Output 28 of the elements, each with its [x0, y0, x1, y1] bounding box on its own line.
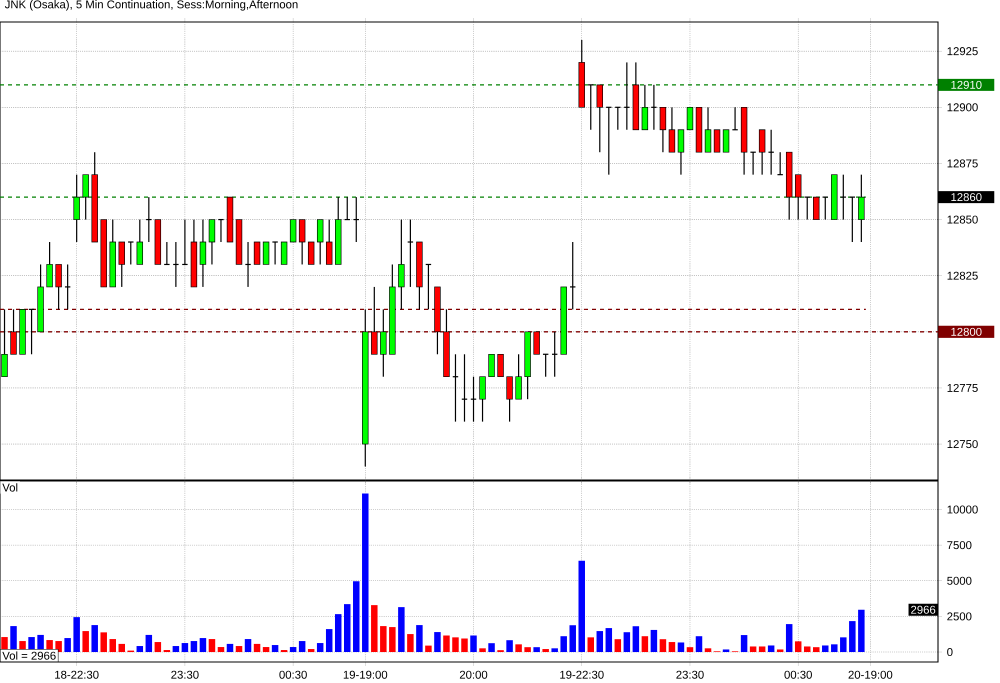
y-tick-label: 12850: [948, 216, 978, 224]
ref-line-label: 12800: [951, 328, 982, 336]
y-tick-label: 0: [947, 648, 953, 656]
annotation: Vol = 2966: [2, 651, 56, 660]
y-tick-label: 7500: [947, 541, 972, 550]
y-tick-label: 12775: [948, 384, 978, 392]
y-tick-label: 10000: [948, 506, 978, 514]
y-tick-label: 12825: [948, 272, 978, 280]
chart-title: Vol: [2, 483, 18, 492]
x-tick-label: 19-19:00: [344, 670, 388, 679]
y-tick-label: 12900: [948, 103, 978, 112]
y-tick-label: 12750: [948, 440, 978, 448]
y-tick-label: 5000: [947, 576, 972, 585]
x-tick-label: 18-22:30: [55, 670, 99, 679]
y-tick-label: 12925: [948, 47, 978, 56]
chart-title: JNK (Osaka), 5 Min Continuation, Sess:Morning,Afternoon: [4, 0, 298, 11]
annotation: 2966: [911, 606, 936, 614]
y-tick-label: 2500: [947, 612, 972, 620]
x-tick-label: 20:00: [460, 670, 488, 679]
x-tick-label: 19-22:30: [560, 670, 604, 679]
x-tick-label: 23:30: [676, 670, 704, 679]
text: 12860: [951, 193, 982, 202]
x-tick-label: 00:30: [784, 670, 812, 679]
y-tick-label: 12875: [948, 159, 978, 168]
ref-line-label: 12910: [951, 80, 982, 89]
x-tick-label: 23:30: [171, 670, 199, 679]
x-tick-label: 20-19:00: [848, 670, 892, 679]
x-tick-label: 00:30: [279, 670, 307, 679]
